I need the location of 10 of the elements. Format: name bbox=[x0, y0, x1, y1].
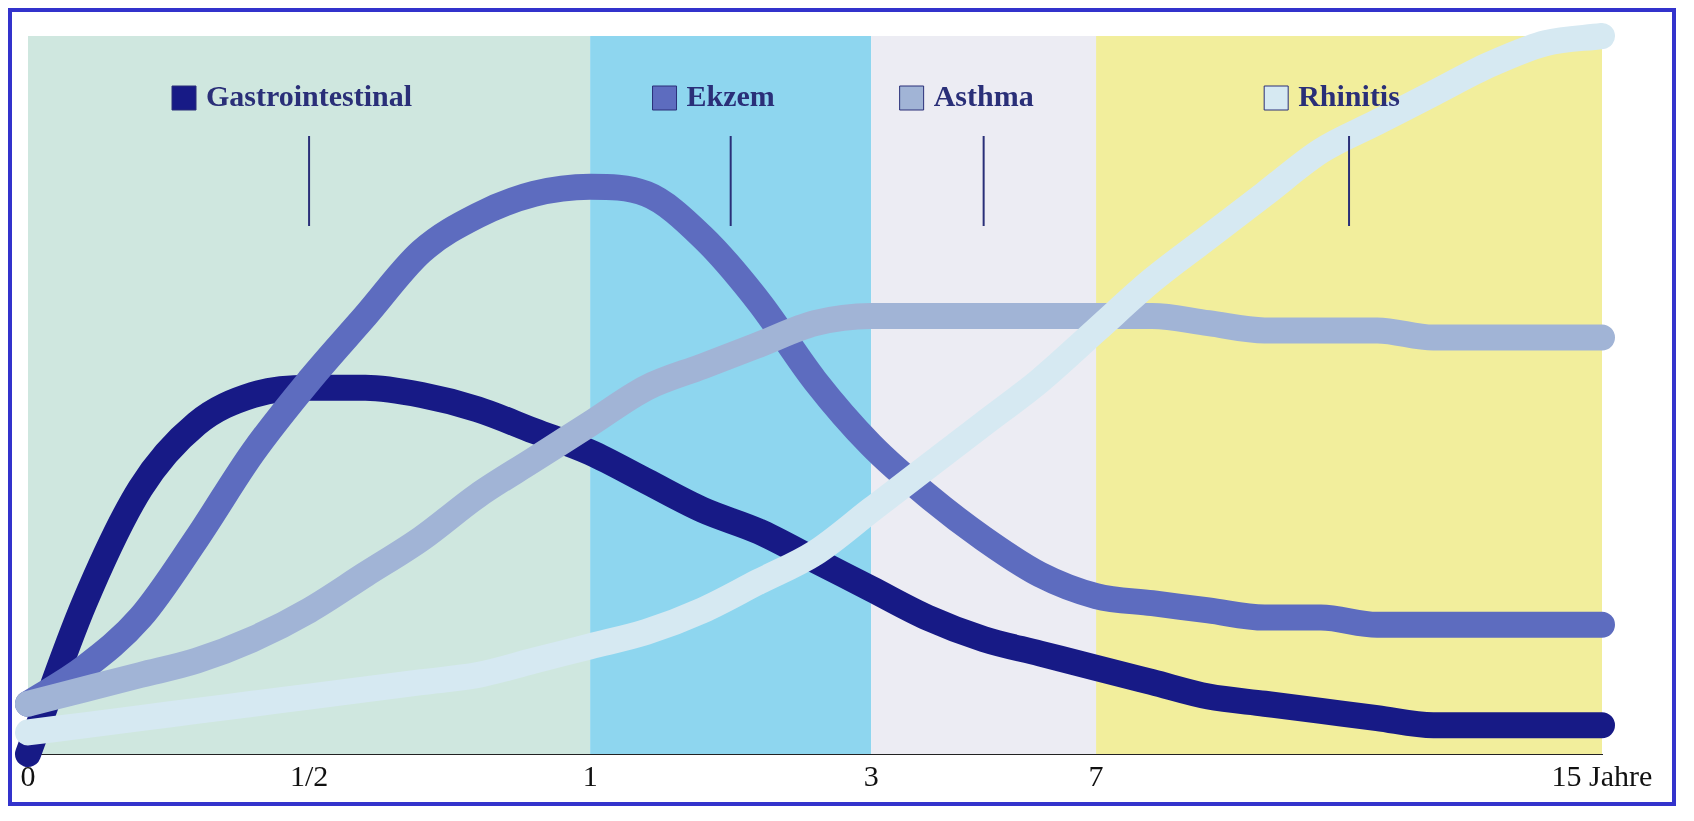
x-tick-label: 0 bbox=[20, 758, 36, 792]
x-tick-label: 7 bbox=[1088, 758, 1104, 792]
x-tick-label: 3 bbox=[863, 758, 879, 792]
x-tick-label: 1/2 bbox=[289, 758, 329, 792]
legend-label: Gastrointestinal bbox=[206, 78, 413, 112]
x-tick-label: 15 Jahre bbox=[1551, 758, 1653, 792]
x-tick-label: 1 bbox=[582, 758, 598, 792]
legend-label: Rhinitis bbox=[1298, 78, 1400, 112]
legend-label: Ekzem bbox=[686, 78, 775, 112]
legend-label: Asthma bbox=[933, 78, 1034, 112]
